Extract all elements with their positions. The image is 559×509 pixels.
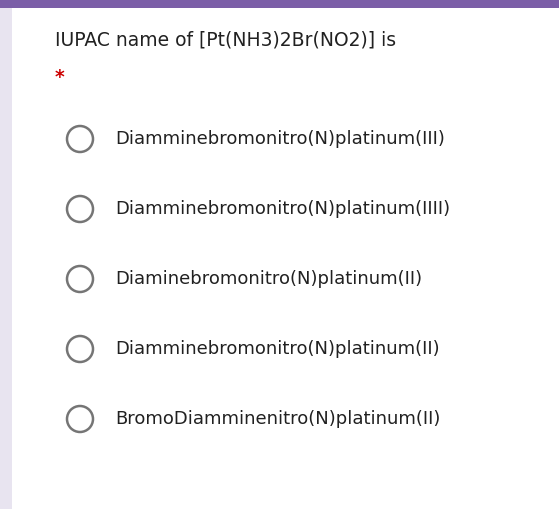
Bar	[0, 8, 12, 509]
Text: Diamminebromonitro(N)platinum(III): Diamminebromonitro(N)platinum(III)	[115, 130, 445, 148]
Text: BromoDiamminenitro(N)platinum(II): BromoDiamminenitro(N)platinum(II)	[115, 410, 440, 428]
Text: IUPAC name of [Pt(NH3)2Br(NO2)] is: IUPAC name of [Pt(NH3)2Br(NO2)] is	[55, 30, 396, 49]
Text: *: *	[55, 68, 65, 87]
Text: Diamminebromonitro(N)platinum(II): Diamminebromonitro(N)platinum(II)	[115, 340, 439, 358]
Bar	[0, 0, 559, 8]
Text: Diamminebromonitro(N)platinum(IIII): Diamminebromonitro(N)platinum(IIII)	[115, 200, 450, 218]
Text: Diaminebromonitro(N)platinum(II): Diaminebromonitro(N)platinum(II)	[115, 270, 422, 288]
